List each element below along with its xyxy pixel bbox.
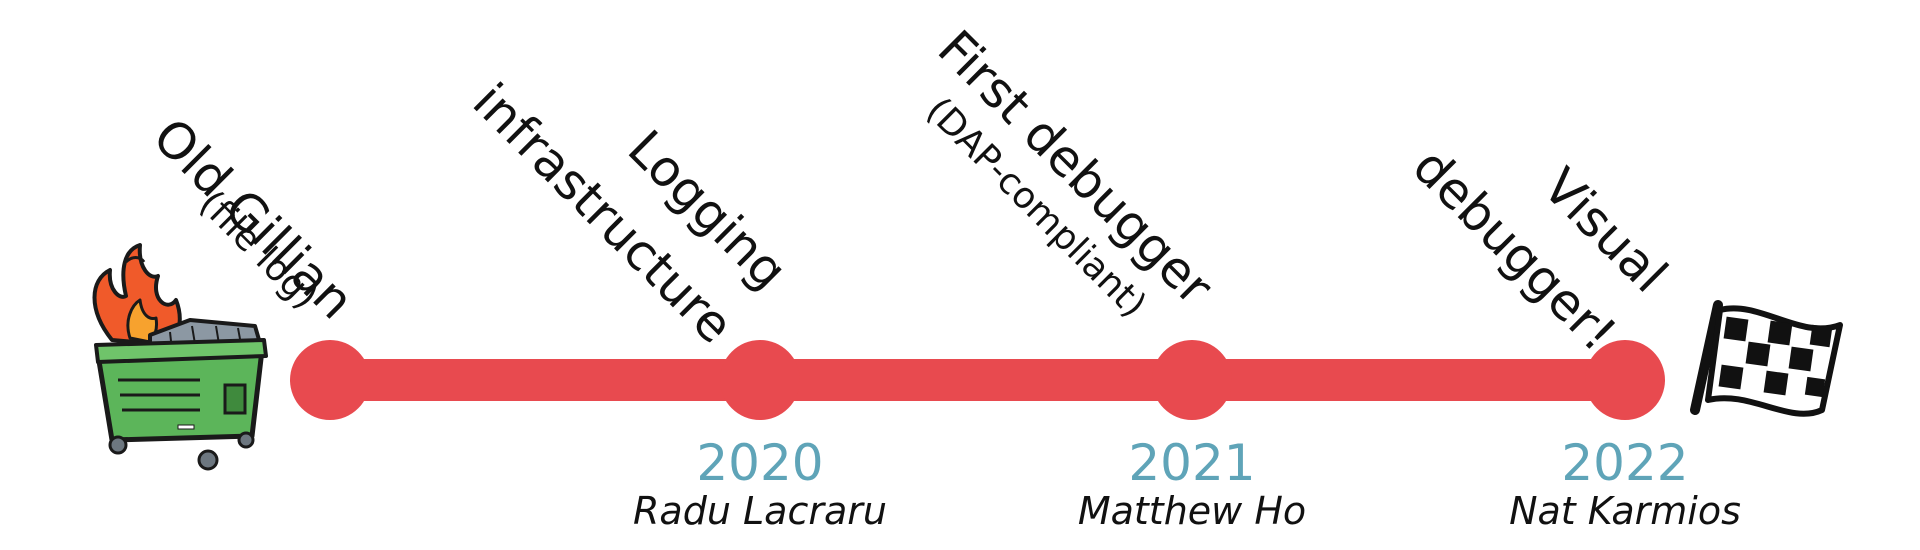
milestone-year: 2022 — [1561, 434, 1689, 492]
milestone-year: 2020 — [696, 434, 824, 492]
milestone-dot-2021 — [1152, 340, 1232, 420]
milestone-dot-2020 — [720, 340, 800, 420]
milestone-year: 2021 — [1128, 434, 1256, 492]
milestone-person: Nat Karmios — [1509, 489, 1741, 533]
checkered-flag-icon — [1690, 300, 1843, 417]
milestone-dot-2022 — [1585, 340, 1665, 420]
milestone-person: Matthew Ho — [1077, 489, 1307, 533]
milestone-dot-old-gillian — [290, 340, 370, 420]
dumpster-fire-icon — [92, 243, 268, 471]
milestone-person: Radu Lacraru — [633, 489, 887, 533]
